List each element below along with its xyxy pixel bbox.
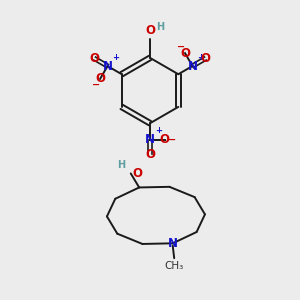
- Text: N: N: [188, 59, 197, 73]
- Text: −: −: [177, 42, 185, 52]
- Text: H: H: [117, 160, 125, 170]
- Text: +: +: [112, 52, 120, 62]
- Text: N: N: [168, 237, 178, 250]
- Text: N: N: [145, 133, 155, 146]
- Text: −: −: [92, 80, 101, 90]
- Text: O: O: [145, 24, 155, 38]
- Text: CH₃: CH₃: [165, 261, 184, 271]
- Text: O: O: [90, 52, 100, 65]
- Text: N: N: [103, 59, 112, 73]
- Text: H: H: [157, 22, 165, 32]
- Text: O: O: [160, 133, 170, 146]
- Text: +: +: [155, 126, 162, 135]
- Text: O: O: [145, 148, 155, 161]
- Text: O: O: [132, 167, 142, 180]
- Text: +: +: [197, 52, 205, 62]
- Text: O: O: [180, 47, 190, 60]
- Text: O: O: [95, 72, 105, 86]
- Text: O: O: [200, 52, 210, 65]
- Text: −: −: [168, 135, 176, 145]
